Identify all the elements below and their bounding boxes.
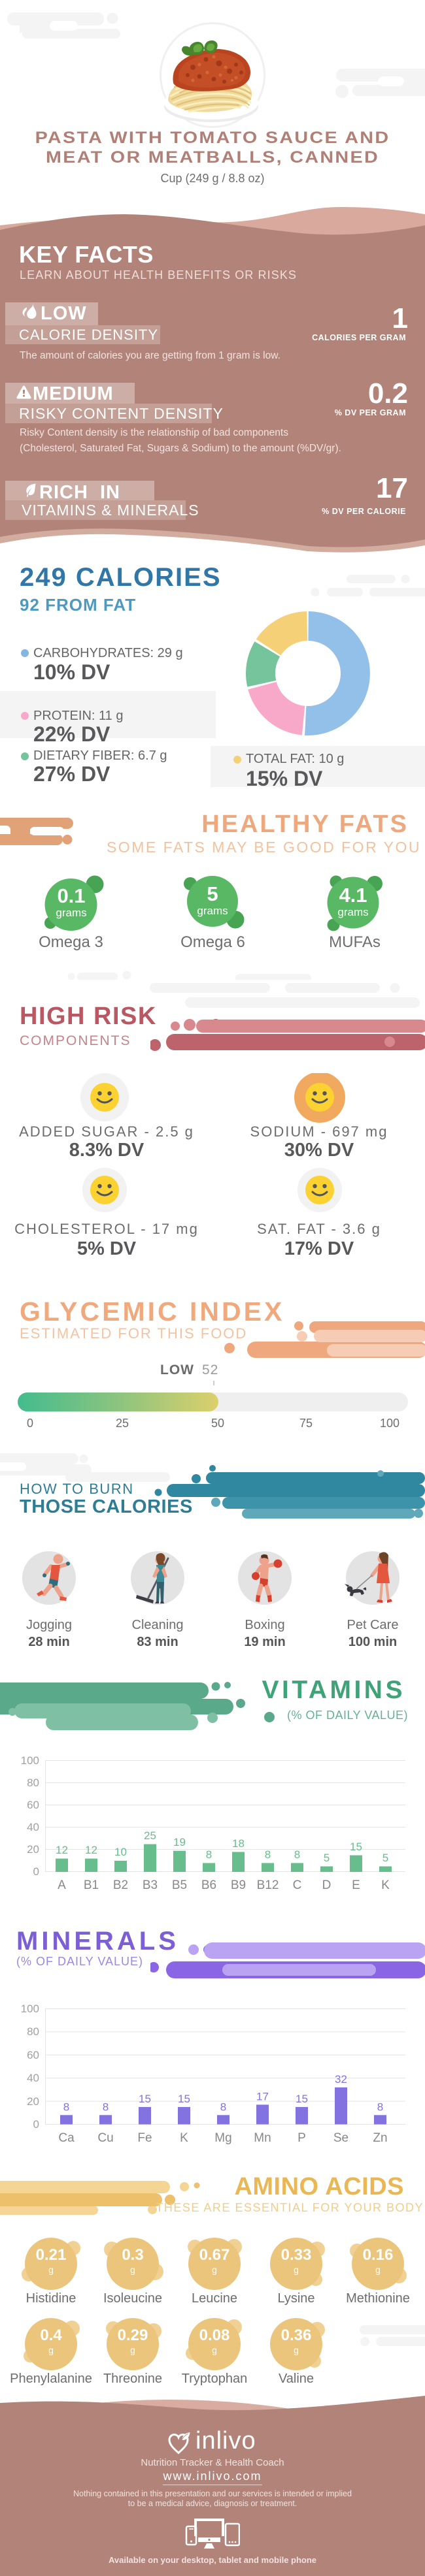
- svg-text:Mg: Mg: [214, 2131, 231, 2145]
- svg-text:18: 18: [232, 1837, 245, 1850]
- svg-text:15: 15: [139, 2093, 151, 2105]
- svg-text:15: 15: [178, 2093, 190, 2105]
- svg-text:Zn: Zn: [373, 2131, 387, 2145]
- svg-text:17: 17: [256, 2090, 269, 2102]
- svg-text:60: 60: [27, 1799, 39, 1811]
- svg-text:B3: B3: [143, 1878, 158, 1892]
- svg-text:80: 80: [27, 2025, 39, 2038]
- svg-text:B9: B9: [231, 1878, 246, 1892]
- svg-text:20: 20: [27, 1843, 39, 1856]
- svg-text:A: A: [58, 1878, 66, 1892]
- svg-text:15: 15: [296, 2093, 308, 2105]
- svg-text:B2: B2: [113, 1878, 128, 1892]
- svg-text:60: 60: [27, 2049, 39, 2061]
- svg-text:12: 12: [85, 1844, 97, 1856]
- svg-text:20: 20: [27, 2095, 39, 2108]
- svg-text:5: 5: [324, 1852, 330, 1864]
- svg-text:E: E: [352, 1878, 360, 1892]
- svg-text:25: 25: [144, 1829, 156, 1842]
- svg-text:8: 8: [377, 2101, 383, 2113]
- svg-text:8: 8: [206, 1848, 212, 1861]
- svg-text:B1: B1: [84, 1878, 99, 1892]
- svg-text:5: 5: [382, 1852, 388, 1864]
- svg-text:B12: B12: [257, 1878, 279, 1892]
- svg-text:32: 32: [335, 2073, 347, 2085]
- svg-text:8: 8: [294, 1848, 300, 1861]
- svg-text:C: C: [293, 1878, 302, 1892]
- svg-text:8: 8: [63, 2101, 69, 2113]
- svg-text:0: 0: [33, 2118, 39, 2131]
- svg-text:100: 100: [21, 1754, 39, 1767]
- svg-text:8: 8: [103, 2101, 109, 2113]
- svg-text:10: 10: [114, 1846, 127, 1858]
- svg-text:19: 19: [173, 1836, 186, 1848]
- svg-text:8: 8: [265, 1848, 271, 1861]
- svg-text:Se: Se: [333, 2131, 348, 2145]
- svg-text:D: D: [322, 1878, 332, 1892]
- svg-text:Fe: Fe: [137, 2131, 152, 2145]
- svg-text:40: 40: [27, 1821, 39, 1833]
- svg-text:0: 0: [33, 1865, 39, 1878]
- svg-text:K: K: [381, 1878, 390, 1892]
- svg-text:B6: B6: [201, 1878, 216, 1892]
- svg-text:Cu: Cu: [97, 2131, 113, 2145]
- svg-text:15: 15: [350, 1841, 362, 1853]
- svg-text:Ca: Ca: [58, 2131, 75, 2145]
- svg-text:100: 100: [21, 2003, 39, 2015]
- svg-text:B5: B5: [172, 1878, 187, 1892]
- svg-text:80: 80: [27, 1777, 39, 1789]
- svg-text:12: 12: [56, 1844, 68, 1856]
- svg-text:P: P: [298, 2131, 306, 2145]
- svg-text:K: K: [180, 2131, 188, 2145]
- svg-text:8: 8: [220, 2101, 226, 2113]
- svg-text:Mn: Mn: [254, 2131, 271, 2145]
- svg-text:40: 40: [27, 2072, 39, 2084]
